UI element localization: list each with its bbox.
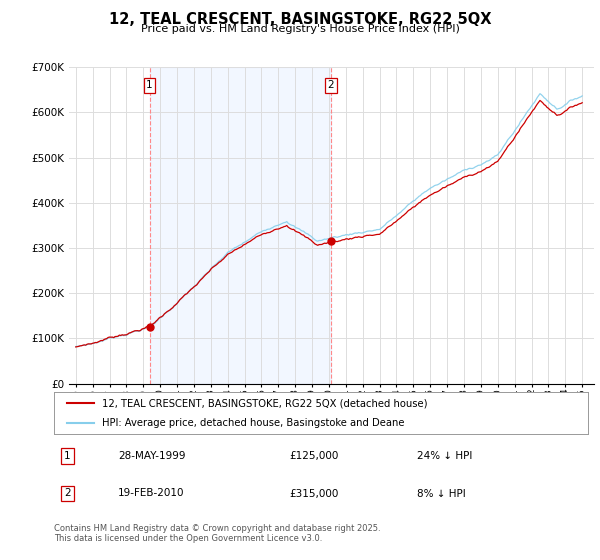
Text: £315,000: £315,000 xyxy=(289,488,338,498)
Text: 19-FEB-2010: 19-FEB-2010 xyxy=(118,488,185,498)
Text: 2: 2 xyxy=(328,80,334,90)
Text: 1: 1 xyxy=(64,451,71,461)
Bar xyxy=(149,67,331,384)
Text: 28-MAY-1999: 28-MAY-1999 xyxy=(118,451,185,461)
Text: 12, TEAL CRESCENT, BASINGSTOKE, RG22 5QX (detached house): 12, TEAL CRESCENT, BASINGSTOKE, RG22 5QX… xyxy=(102,398,428,408)
Text: 8% ↓ HPI: 8% ↓ HPI xyxy=(417,488,466,498)
Text: 1: 1 xyxy=(146,80,153,90)
Text: £125,000: £125,000 xyxy=(289,451,338,461)
Text: HPI: Average price, detached house, Basingstoke and Deane: HPI: Average price, detached house, Basi… xyxy=(102,418,404,428)
Text: 12, TEAL CRESCENT, BASINGSTOKE, RG22 5QX: 12, TEAL CRESCENT, BASINGSTOKE, RG22 5QX xyxy=(109,12,491,27)
Text: 24% ↓ HPI: 24% ↓ HPI xyxy=(417,451,472,461)
Text: Contains HM Land Registry data © Crown copyright and database right 2025.
This d: Contains HM Land Registry data © Crown c… xyxy=(54,524,380,543)
Text: Price paid vs. HM Land Registry's House Price Index (HPI): Price paid vs. HM Land Registry's House … xyxy=(140,24,460,34)
Text: 2: 2 xyxy=(64,488,71,498)
